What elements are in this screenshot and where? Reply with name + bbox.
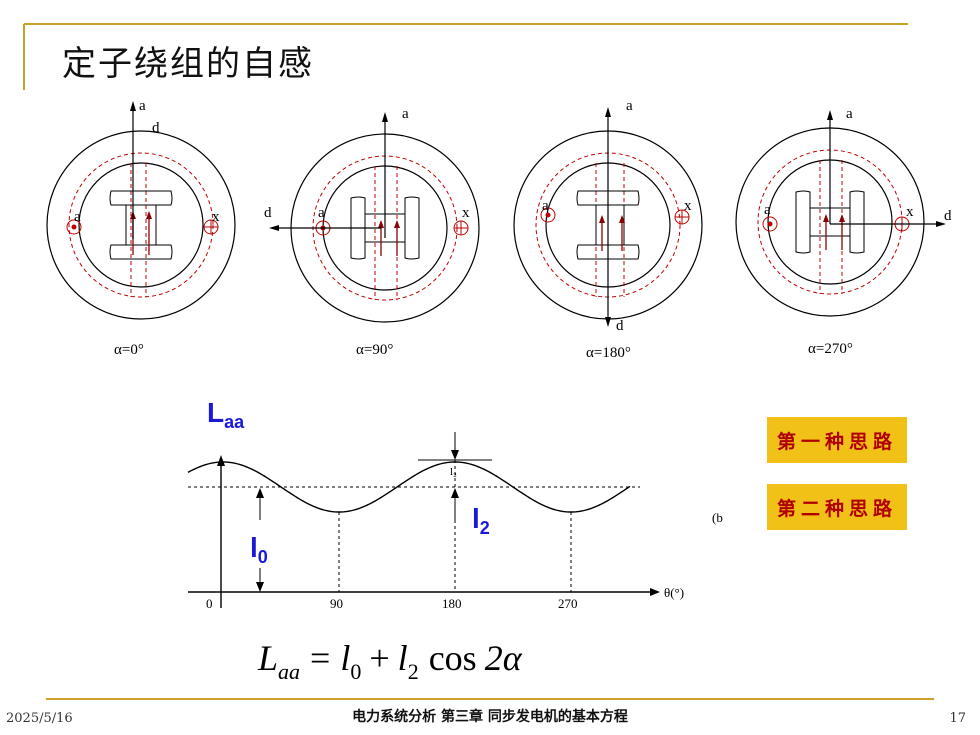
inductance-graph bbox=[187, 432, 660, 608]
graph-tick-270: 270 bbox=[558, 596, 578, 611]
footer-date: 2025/5/16 bbox=[6, 711, 73, 726]
rotor-diagram-180 bbox=[513, 107, 703, 327]
rotor0-axis-d-label: d bbox=[152, 120, 160, 136]
rotor3-axis-d-label: d bbox=[944, 208, 952, 224]
rotor1-axis-a-label: a bbox=[402, 106, 409, 122]
graph-tick-90: 90 bbox=[330, 596, 343, 611]
rotor1-left-label: a bbox=[318, 205, 325, 221]
second-idea-button[interactable]: 第二种思路 bbox=[767, 484, 907, 530]
rotor0-left-label: a bbox=[74, 209, 81, 225]
rotor3-axis-a-label: a bbox=[846, 106, 853, 122]
graph-tick-180: 180 bbox=[442, 596, 462, 611]
page-number: 17 bbox=[949, 711, 966, 726]
rotor0-axis-a-label: a bbox=[139, 98, 146, 114]
rotor2-left-label: a bbox=[542, 198, 549, 214]
graph-small-l2: l₂ bbox=[450, 466, 457, 478]
slide-title: 定子绕组的自感 bbox=[62, 44, 314, 84]
rotor-diagram-270 bbox=[735, 110, 946, 317]
graph-l0-label: l0 bbox=[250, 532, 268, 567]
rotor2-right-label: x bbox=[684, 198, 692, 214]
graph-x-axis-label: θ(°) bbox=[664, 585, 684, 600]
graph-l2-label: l2 bbox=[472, 503, 490, 538]
rotor-diagram-90 bbox=[269, 112, 480, 323]
inductance-formula: Laa = l0 + l2 cos 2α bbox=[257, 638, 523, 684]
rotor3-right-label: x bbox=[906, 204, 914, 220]
footer-course-title: 电力系统分析 第三章 同步发电机的基本方程 bbox=[352, 709, 628, 725]
rotor2-caption: α=180° bbox=[586, 345, 631, 361]
rotor1-axis-d-label: d bbox=[264, 205, 272, 221]
graph-side-mark: (b bbox=[712, 510, 723, 525]
rotor3-left-label: a bbox=[764, 202, 771, 218]
graph-cosine-curve bbox=[187, 461, 631, 513]
rotor2-axis-a-label: a bbox=[626, 98, 633, 114]
rotor1-caption: α=90° bbox=[356, 342, 393, 358]
graph-tick-0: 0 bbox=[206, 596, 213, 611]
rotor2-axis-d-label: d bbox=[616, 318, 624, 334]
first-idea-button[interactable]: 第一种思路 bbox=[767, 417, 907, 463]
rotor-diagram-0 bbox=[46, 101, 236, 320]
rotor0-caption: α=0° bbox=[114, 342, 144, 358]
graph-y-label: Laa bbox=[207, 397, 245, 432]
rotor0-right-label: x bbox=[212, 209, 220, 225]
rotor1-right-label: x bbox=[462, 205, 470, 221]
rotor3-caption: α=270° bbox=[808, 341, 853, 357]
